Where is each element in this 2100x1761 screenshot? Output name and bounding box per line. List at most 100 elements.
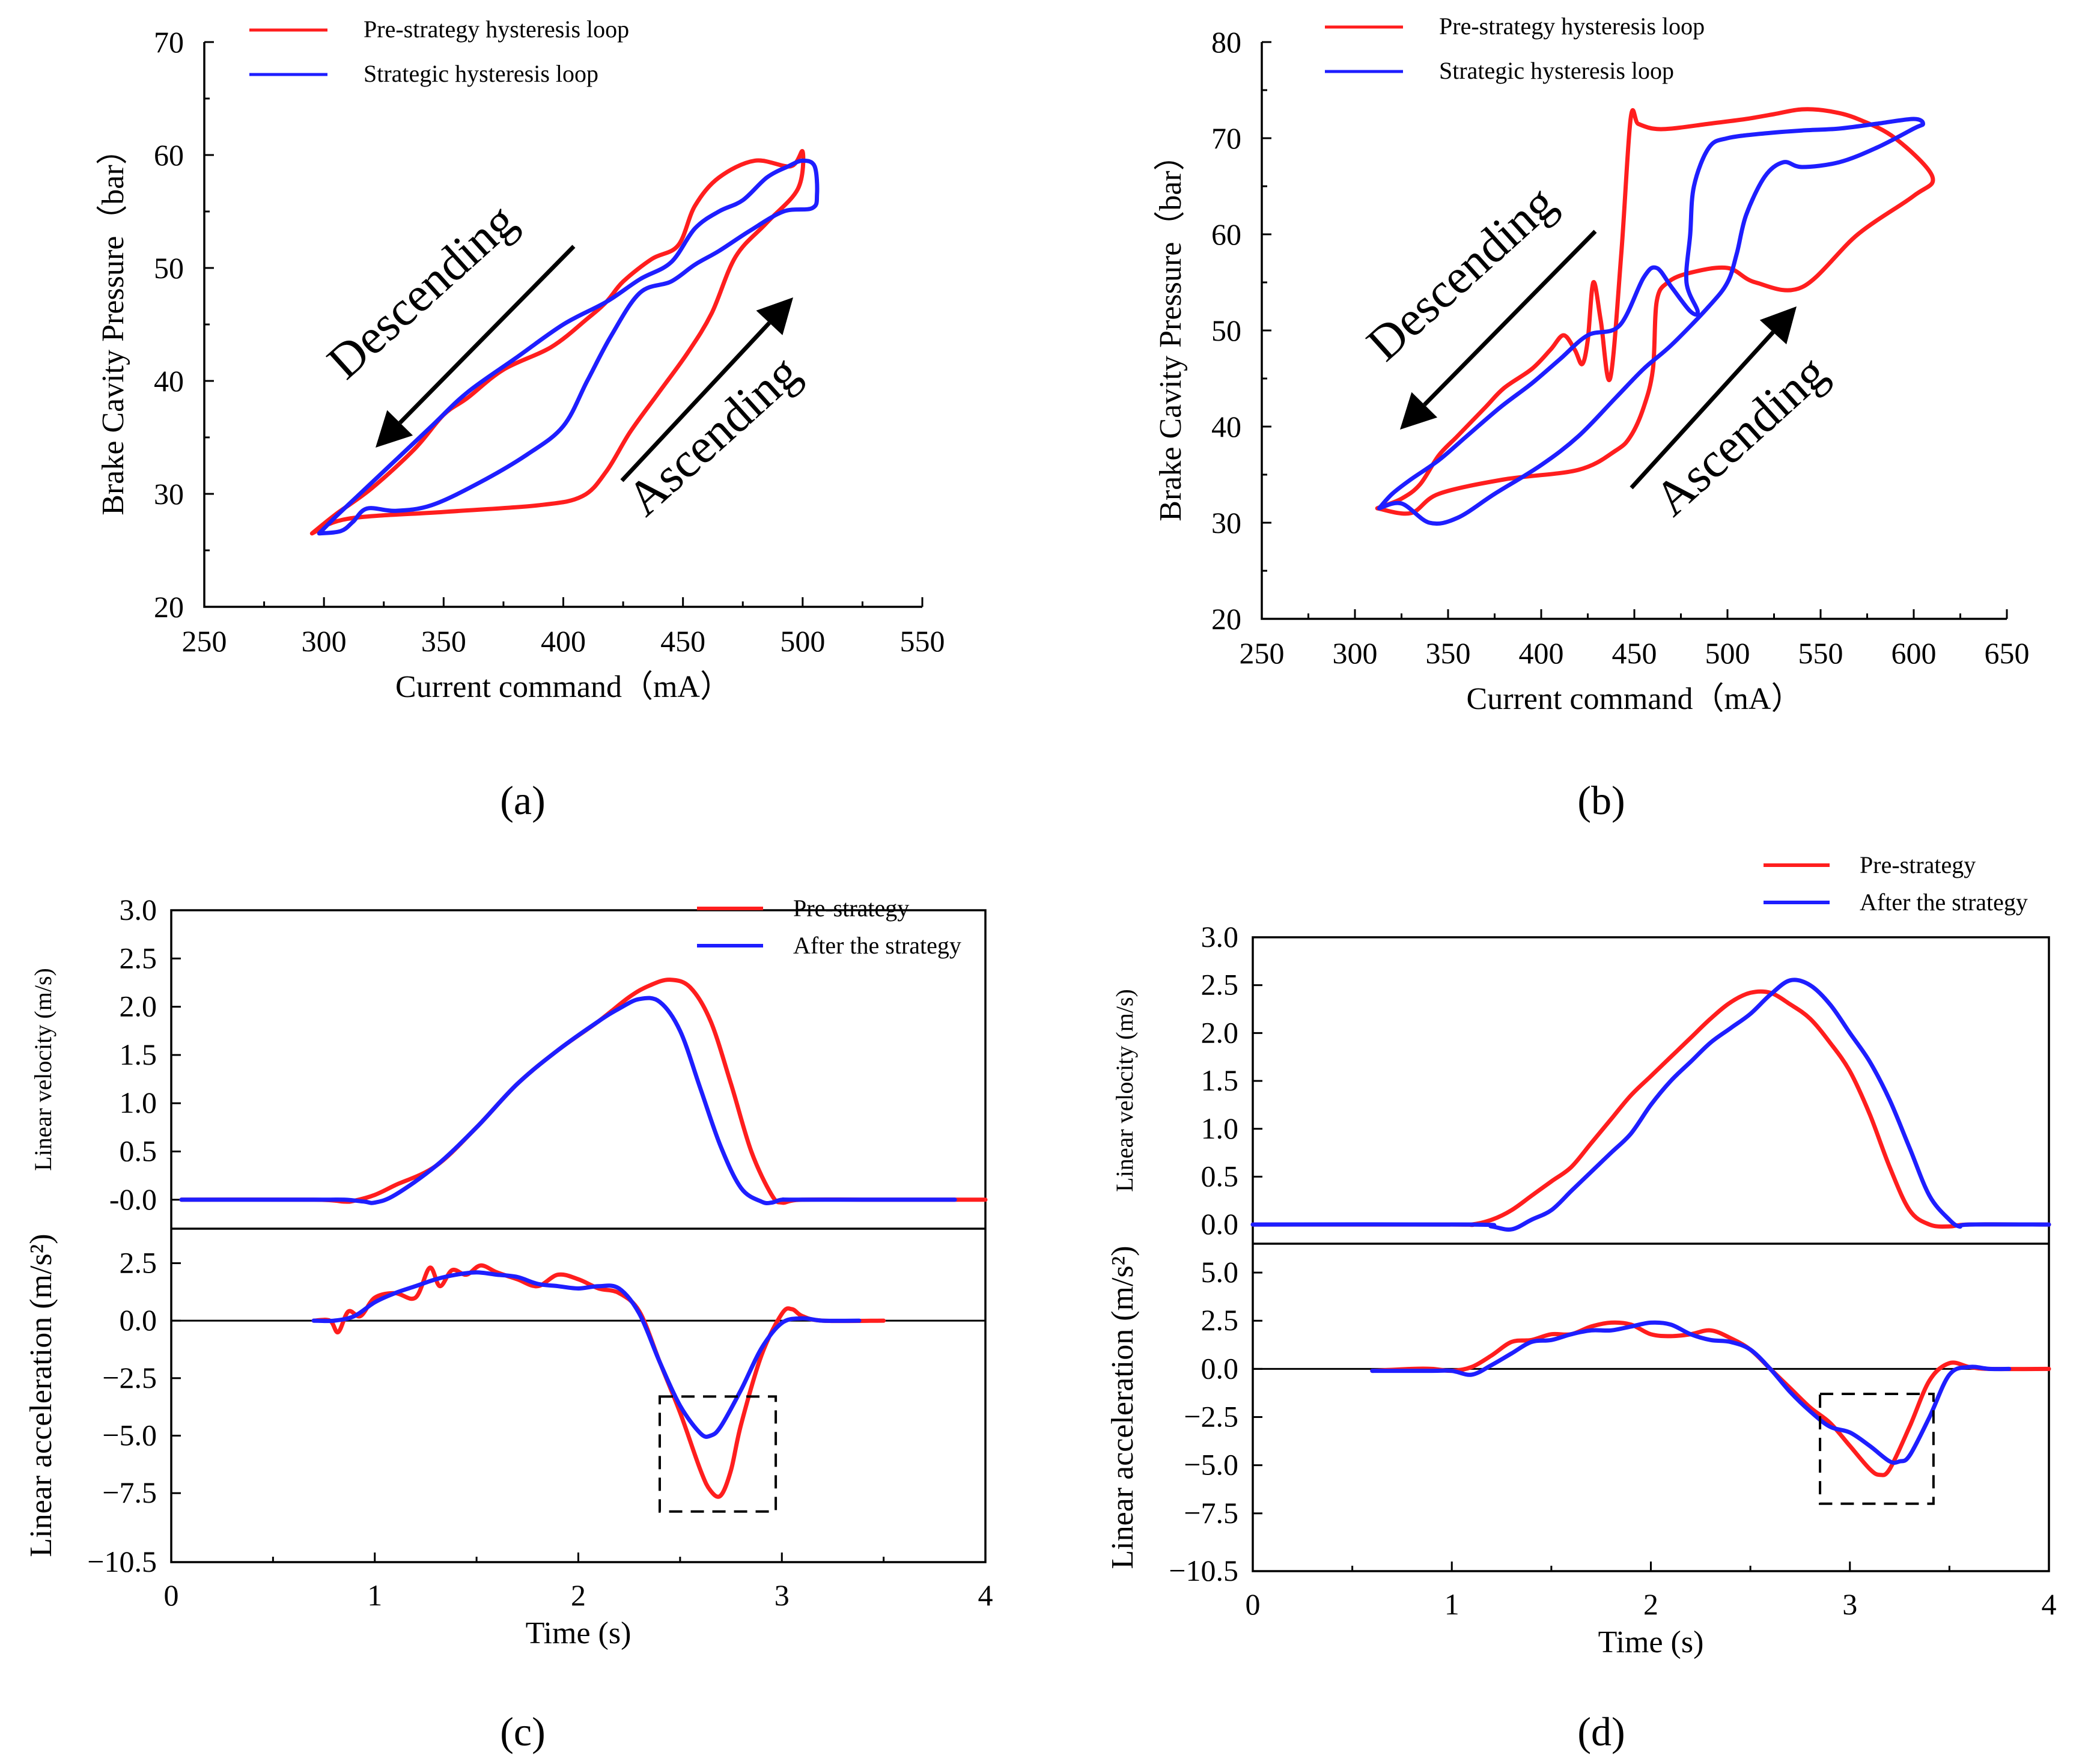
ascending-arrow-head bbox=[1759, 306, 1797, 345]
panel-d: 0 1 2 3 4 Time (s) 0.0 0.5 1.0 1.5 2.0 2.5 3.0 Linear… bbox=[1106, 851, 2057, 1754]
y-tick-label: 5.0 bbox=[1201, 1255, 1239, 1289]
x-tick-label: 1 bbox=[367, 1578, 382, 1612]
series-line-pre bbox=[1370, 1320, 2051, 1477]
legend-label: Pre-strategy hysteresis loop bbox=[364, 16, 629, 43]
x-tick-label: 500 bbox=[1705, 636, 1750, 670]
series-line-post bbox=[179, 996, 957, 1206]
y-tick-label: 1.0 bbox=[120, 1086, 157, 1119]
x-tick-label: 2 bbox=[571, 1578, 586, 1612]
x-tick-label: 1 bbox=[1444, 1587, 1459, 1621]
panel-label: (b) bbox=[1577, 777, 1625, 823]
x-tick-label: 4 bbox=[978, 1578, 993, 1612]
velocity-axis-label: Linear velocity (m/s) bbox=[1111, 989, 1138, 1192]
series-line-post bbox=[311, 1270, 862, 1439]
y-tick-label: −5.0 bbox=[102, 1418, 157, 1452]
descending-arrow-shaft bbox=[398, 245, 576, 425]
x-tick-label: 450 bbox=[1612, 636, 1657, 670]
ascending-arrow-head bbox=[756, 297, 793, 335]
acceleration-axis-label: Linear acceleration (m/s²) bbox=[24, 1233, 58, 1557]
x-axis-label: Time (s) bbox=[1598, 1625, 1704, 1659]
x-axis-label: Time (s) bbox=[526, 1616, 632, 1650]
x-axis-label: Current command（mA） bbox=[395, 670, 731, 704]
series-line-pre bbox=[1250, 989, 2051, 1229]
legend-label: After the strategy bbox=[1860, 889, 2028, 916]
y-tick-label: 50 bbox=[1211, 314, 1241, 347]
y-tick-label: 0.0 bbox=[120, 1303, 157, 1337]
descending-arrow-head bbox=[376, 410, 413, 448]
y-tick-label: 2.5 bbox=[120, 1245, 157, 1279]
ascending-annotation: Ascending bbox=[1644, 344, 1837, 526]
y-tick-label: −2.5 bbox=[102, 1361, 157, 1395]
y-tick-label: 60 bbox=[1211, 217, 1241, 251]
x-tick-label: 650 bbox=[1985, 636, 2030, 670]
y-tick-label: 2.5 bbox=[1201, 1303, 1239, 1337]
x-tick-label: 400 bbox=[1519, 636, 1564, 670]
plot-frame bbox=[170, 909, 987, 1563]
y-tick-label: 40 bbox=[1211, 410, 1241, 443]
y-tick-label: −7.5 bbox=[102, 1476, 157, 1509]
descending-arrow-shaft bbox=[1423, 230, 1597, 407]
y-tick-label: 1.5 bbox=[1201, 1063, 1239, 1097]
panel-c: 0 1 2 3 4 Time (s) -0.0 0.5 1.0 1.5 2.0 2.5 3.0 Linea… bbox=[24, 893, 993, 1754]
plot-frame bbox=[1252, 936, 2050, 1572]
x-tick-label: 3 bbox=[775, 1578, 790, 1612]
y-tick-label: −7.5 bbox=[1184, 1496, 1238, 1530]
x-axis-label: Current command（mA） bbox=[1467, 682, 1803, 716]
x-tick-label: 250 bbox=[1240, 636, 1285, 670]
x-tick-label: 400 bbox=[541, 624, 586, 658]
y-tick-label: 70 bbox=[1211, 121, 1241, 155]
descending-annotation: Descending bbox=[1356, 175, 1566, 371]
descending-arrow-head bbox=[1400, 392, 1438, 430]
velocity-axis-label: Linear velocity (m/s) bbox=[29, 968, 56, 1171]
x-tick-label: 250 bbox=[182, 624, 227, 658]
legend-label: Strategic hysteresis loop bbox=[1439, 57, 1674, 84]
ascending-arrow-shaft bbox=[1630, 330, 1775, 490]
series-line-pre bbox=[1375, 107, 1935, 516]
series-line-post bbox=[1370, 1320, 2012, 1465]
x-tick-label: 4 bbox=[2042, 1587, 2057, 1621]
acceleration-axis-label: Linear acceleration (m/s²) bbox=[1106, 1245, 1140, 1569]
panel-a: 250 300 350 400 450 500 550 20 30 40 50 60 70 Current… bbox=[96, 16, 945, 823]
y-tick-label: 1.5 bbox=[120, 1038, 157, 1071]
x-tick-label: 450 bbox=[660, 624, 705, 658]
legend-label: Pre-strategy bbox=[793, 895, 909, 922]
y-tick-label: 0.0 bbox=[1201, 1207, 1239, 1241]
y-tick-label: 1.0 bbox=[1201, 1112, 1239, 1145]
series-line-post bbox=[1377, 117, 1925, 526]
series-line-pre bbox=[309, 149, 806, 536]
y-tick-label: −2.5 bbox=[1184, 1400, 1238, 1434]
panel-b: 250 300 350 400 450 500 550 600 650 20 30 40 50 60 70 8… bbox=[1154, 13, 2030, 823]
legend-label: Pre-strategy hysteresis loop bbox=[1439, 13, 1705, 40]
ascending-arrow-shaft bbox=[620, 321, 771, 482]
legend-label: Strategic hysteresis loop bbox=[364, 60, 598, 87]
series-line-pre bbox=[179, 978, 988, 1205]
x-tick-label: 300 bbox=[302, 624, 347, 658]
x-tick-label: 0 bbox=[1246, 1587, 1261, 1621]
y-tick-label: −10.5 bbox=[1169, 1554, 1238, 1587]
y-tick-label: 20 bbox=[1211, 602, 1241, 636]
y-tick-label: 60 bbox=[154, 138, 184, 172]
y-tick-label: 20 bbox=[154, 590, 184, 624]
x-tick-label: 2 bbox=[1643, 1587, 1658, 1621]
y-tick-label: 2.0 bbox=[1201, 1015, 1239, 1049]
y-axis-label: Brake Cavity Pressure（bar） bbox=[1154, 139, 1188, 521]
y-tick-label: -0.0 bbox=[109, 1182, 157, 1216]
panel-label: (d) bbox=[1577, 1709, 1625, 1754]
y-tick-label: 2.5 bbox=[120, 941, 157, 975]
x-tick-label: 500 bbox=[780, 624, 825, 658]
y-tick-label: 2.0 bbox=[120, 990, 157, 1023]
x-tick-label: 350 bbox=[421, 624, 466, 658]
highlight-box bbox=[659, 1395, 778, 1513]
x-tick-label: 350 bbox=[1426, 636, 1471, 670]
highlight-box bbox=[1819, 1393, 1935, 1505]
y-tick-label: 70 bbox=[154, 25, 184, 59]
y-axis-label: Brake Cavity Pressure（bar） bbox=[96, 133, 130, 515]
x-tick-label: 550 bbox=[1798, 636, 1843, 670]
y-tick-label: 3.0 bbox=[1201, 920, 1239, 953]
y-tick-label: 0.0 bbox=[1201, 1351, 1239, 1385]
y-tick-label: −5.0 bbox=[1184, 1448, 1238, 1482]
x-tick-label: 3 bbox=[1842, 1587, 1857, 1621]
y-tick-label: −10.5 bbox=[87, 1545, 157, 1578]
panel-label: (a) bbox=[500, 777, 545, 823]
